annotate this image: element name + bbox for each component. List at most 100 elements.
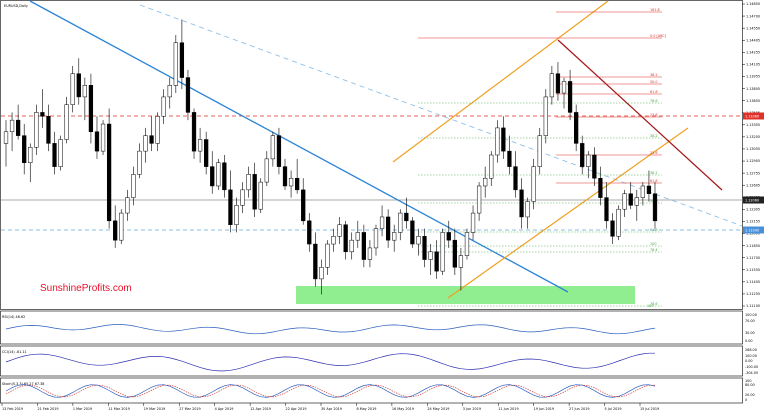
price-tick-label: 1.11405 <box>746 280 760 284</box>
symbol-label: EURUSD,Daily <box>4 4 28 8</box>
candle-body <box>343 224 348 253</box>
candle-body <box>246 174 251 191</box>
candle-body <box>531 166 536 202</box>
candle-body <box>501 127 506 152</box>
candle-body <box>489 154 494 179</box>
candle-body <box>234 205 239 225</box>
date-tick-label: 13 Feb 2019 <box>2 407 23 411</box>
price-tick-label: 1.14700 <box>746 14 760 18</box>
candle-body <box>519 189 524 218</box>
candle-body <box>119 212 124 241</box>
watermark-text: SunshineProfits.com <box>40 283 132 294</box>
candle-body <box>3 131 9 144</box>
candle-body <box>398 212 403 233</box>
candle-body <box>652 193 658 222</box>
rsi-label: RSI(14) 46.62 <box>2 315 25 319</box>
candle-body <box>555 73 561 94</box>
support-zone <box>296 286 635 304</box>
price-tick-label: 1.13355 <box>746 123 760 127</box>
price-tick-label: 1.13805 <box>746 87 760 91</box>
candle-body <box>143 135 148 152</box>
candle-body <box>40 112 45 117</box>
price-tick-label: 1.11850 <box>746 244 760 248</box>
rsi-panel-frame <box>0 310 743 345</box>
candle-body <box>434 251 439 272</box>
candle-body <box>458 255 464 268</box>
red-level-tag-text: 1.13360 <box>745 115 759 119</box>
date-tick-label: 16 May 2019 <box>392 407 414 411</box>
candle-body <box>543 96 548 136</box>
candle-body <box>634 197 639 206</box>
candle-body <box>76 73 81 98</box>
fib-level-label: 23.6 <box>650 113 658 117</box>
candle-body <box>173 42 178 86</box>
candlesticks <box>3 19 658 295</box>
cci-label: CCI(14) -61.11 <box>2 350 27 354</box>
candle-body <box>106 123 112 222</box>
fib-level-label: 161.8 <box>650 8 660 12</box>
candle-body <box>216 162 221 187</box>
current-price-tag <box>743 196 764 204</box>
candle-body <box>288 177 294 187</box>
candle-body <box>574 112 579 144</box>
fib-level-label: 78.6 <box>650 99 658 103</box>
candle-body <box>428 251 433 260</box>
rsi-line <box>5 324 656 335</box>
candle-body <box>46 116 51 144</box>
fib-level-label: 61.8 <box>650 90 658 94</box>
candle-body <box>204 139 209 167</box>
price-tick-label: 1.12305 <box>746 208 760 212</box>
candle-body <box>628 193 633 206</box>
cci-axis-top: 268.00 <box>745 348 757 352</box>
candle-body <box>125 197 130 214</box>
candle-body <box>137 150 142 175</box>
candle-body <box>282 166 288 187</box>
candle-body <box>586 154 591 167</box>
candle-body <box>392 232 397 241</box>
candle-body <box>252 174 257 210</box>
date-tick-label: 11 Jun 2019 <box>498 407 518 411</box>
date-tick-label: 19 Mar 2019 <box>144 407 166 411</box>
fib-level-label: 100 <box>647 304 653 308</box>
candle-body <box>452 239 457 268</box>
candle-body <box>549 73 555 98</box>
candle-body <box>240 189 245 206</box>
date-tick-label: 19 Jun 2019 <box>534 407 554 411</box>
candle-body <box>325 243 330 268</box>
date-tick-label: 8 May 2019 <box>356 407 376 411</box>
stoch-axis-80: 80.00 <box>745 383 755 387</box>
candle-body <box>210 166 215 187</box>
candle-body <box>616 208 621 237</box>
candle-body <box>52 143 57 167</box>
candle-body <box>561 81 567 94</box>
fibonacci-levels: 161.8 0.0 [ABC] 38.2 50.0 61.8 78.6 23.6 38.2 23… <box>418 8 667 308</box>
candle-body <box>513 166 518 191</box>
candle-body <box>155 116 160 144</box>
candle-body <box>598 177 603 198</box>
price-tick-label: 1.11555 <box>746 268 760 272</box>
fib-level-label: 38.2 <box>650 134 658 138</box>
price-axis: 1.14850 1.14700 1.14550 1.14405 1.14255 1.141… <box>742 2 760 308</box>
candle-body <box>276 135 282 167</box>
candle-body <box>622 193 627 210</box>
candle-body <box>191 112 197 152</box>
candle-body <box>404 212 409 222</box>
candle-body <box>100 123 106 152</box>
candle-body <box>167 85 172 98</box>
fib-level-label: 0.0 [ABC] <box>650 34 667 38</box>
candle-body <box>58 139 63 167</box>
date-tick-label: 4 Apr 2019 <box>215 407 234 411</box>
candle-body <box>610 220 615 237</box>
fib-level-label: 38.2 <box>650 73 658 77</box>
candle-body <box>70 73 75 105</box>
price-tick-label: 1.12905 <box>746 159 760 163</box>
candle-body <box>22 135 27 163</box>
candle-body <box>567 81 573 113</box>
candle-body <box>476 185 482 214</box>
price-tick-label: 1.11700 <box>746 256 760 260</box>
stoch-signal-line <box>5 384 656 398</box>
rsi-axis-0: 0.00 <box>745 339 753 343</box>
candle-body <box>94 131 100 152</box>
stoch-axis-0: 0 <box>745 398 747 402</box>
